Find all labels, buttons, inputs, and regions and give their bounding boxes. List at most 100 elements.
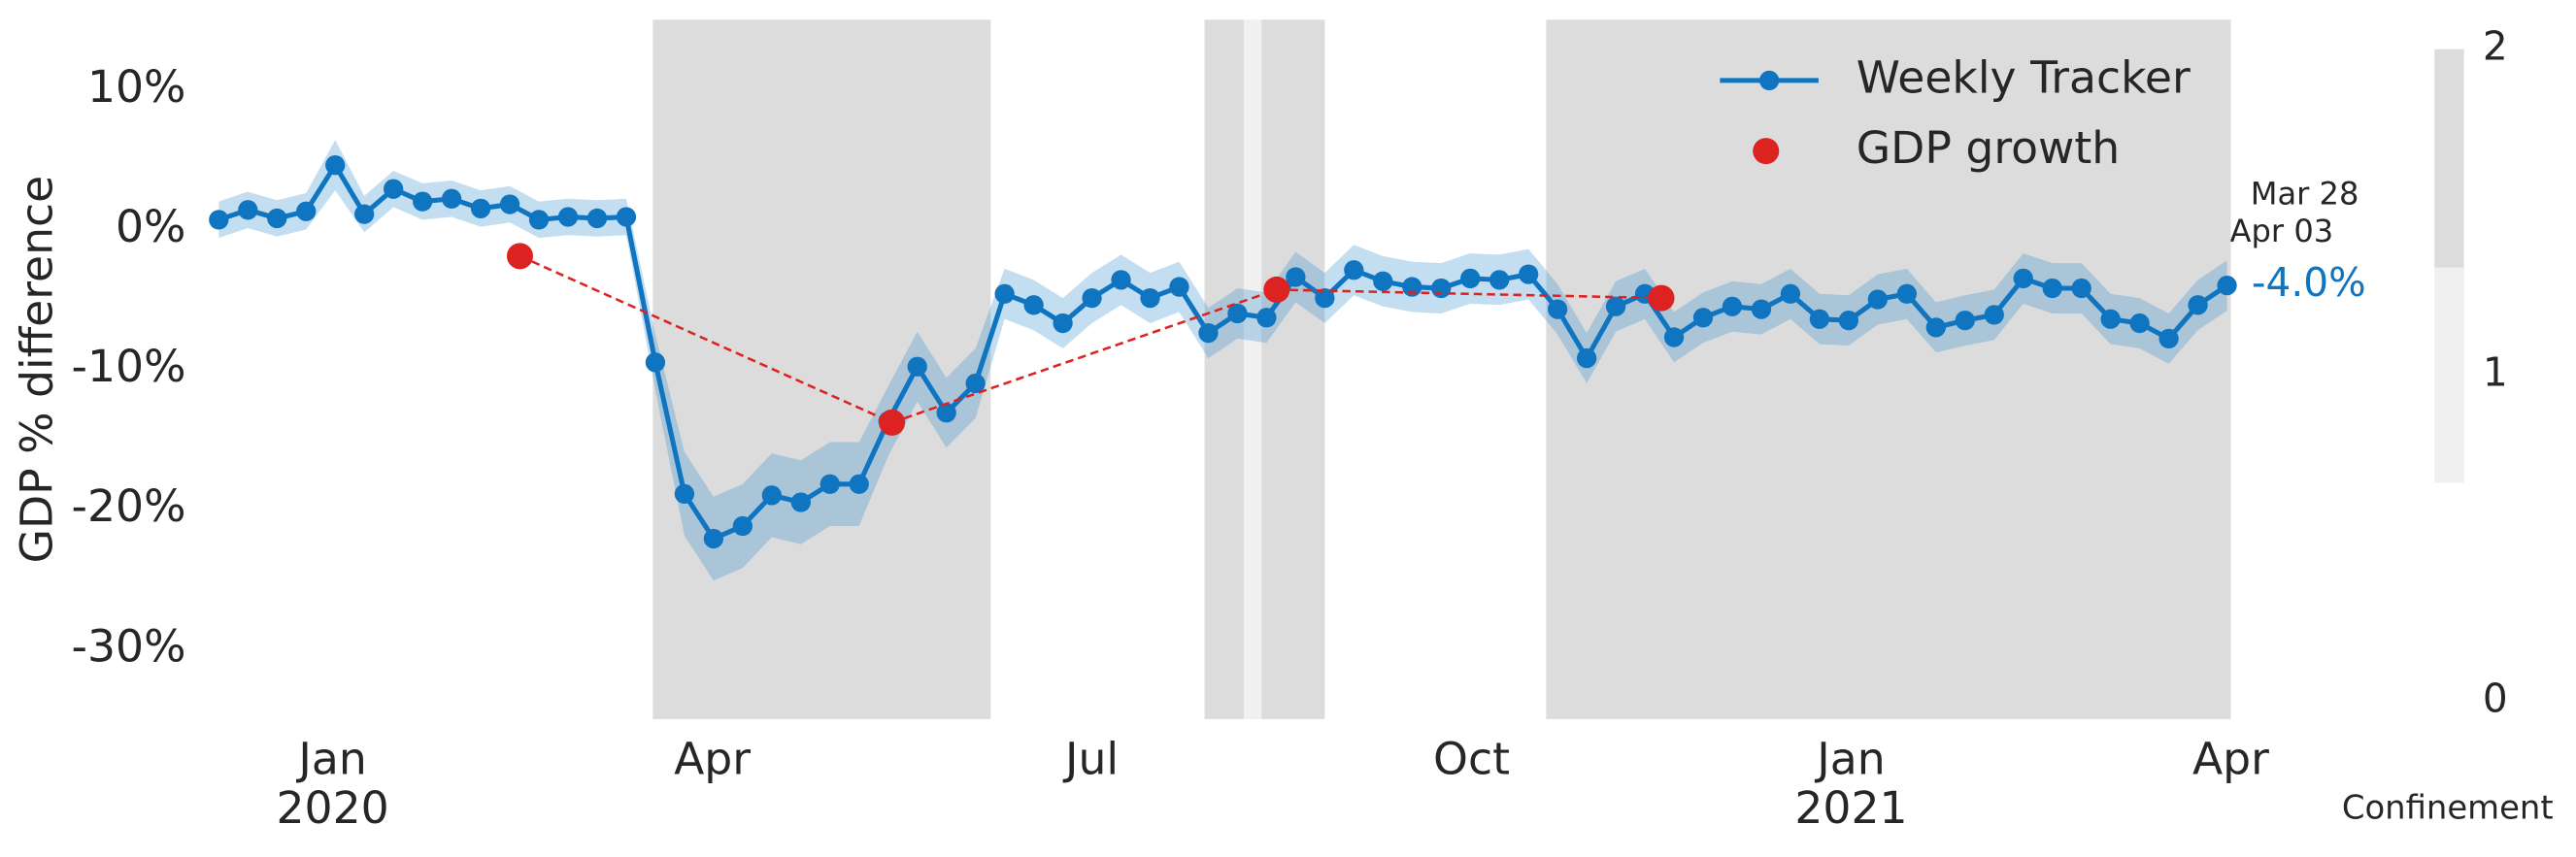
tracker-point: [2100, 309, 2121, 329]
annotation: Apr 03: [2230, 213, 2334, 249]
tracker-point: [1576, 347, 1597, 369]
legend-marker: [1758, 70, 1780, 91]
gdp-point: [506, 243, 534, 270]
tracker-point: [1082, 287, 1102, 309]
tracker-point: [1460, 268, 1481, 289]
tracker-point: [2042, 278, 2062, 299]
y-tick-label: 10%: [87, 61, 185, 113]
tracker-point: [1256, 308, 1277, 328]
tracker-point: [1809, 309, 1830, 329]
tracker-point: [1955, 311, 1975, 331]
x-tick-label: Apr: [2192, 733, 2269, 784]
confinement-shading: [1261, 19, 1325, 719]
gdp-point: [1263, 276, 1290, 303]
x-tick-label: Jul: [1062, 733, 1119, 784]
tracker-point: [965, 373, 986, 394]
colorbar-segment: [2434, 49, 2464, 268]
tracker-point: [1489, 270, 1510, 290]
tracker-point: [296, 201, 317, 221]
tracker-point: [1053, 313, 1073, 334]
colorbar-tick-label: 1: [2483, 349, 2508, 396]
tracker-point: [1547, 299, 1568, 319]
tracker-point: [441, 188, 462, 209]
gdp-point: [1648, 284, 1675, 312]
tracker-point: [820, 474, 840, 494]
tracker-point: [1169, 277, 1189, 297]
confinement-shading: [1546, 19, 2231, 719]
tracker-point: [1519, 264, 1539, 284]
tracker-point: [470, 198, 491, 219]
colorbar-tick-label: 2: [2483, 23, 2508, 70]
y-tick-label: 0%: [116, 201, 185, 252]
x-tick-year: 2021: [1794, 782, 1907, 834]
tracker-point: [586, 208, 608, 229]
tracker-point: [790, 492, 811, 512]
tracker-point: [1344, 260, 1364, 280]
x-tick-label: Jan: [1814, 733, 1885, 784]
tracker-point: [1692, 308, 1714, 328]
tracker-point: [325, 155, 346, 176]
tracker-point: [412, 191, 433, 212]
tracker-point: [267, 208, 287, 229]
tracker-point: [1373, 271, 1393, 291]
legend-label: Weekly Tracker: [1857, 51, 2191, 103]
tracker-point: [1984, 305, 2004, 325]
tracker-point: [238, 200, 258, 220]
y-tick-label: -20%: [72, 480, 186, 532]
tracker-point: [1227, 303, 1248, 324]
tracker-point: [2188, 295, 2208, 315]
tracker-point: [1315, 287, 1335, 309]
gdp-point: [879, 409, 906, 436]
gdp-line: [519, 254, 1662, 424]
tracker-point: [1925, 317, 1946, 338]
tracker-point: [384, 179, 404, 199]
tracker-point: [528, 210, 550, 230]
tracker-point: [209, 210, 229, 230]
tracker-point: [499, 194, 520, 214]
tracker-point: [936, 403, 956, 423]
legend-label: GDP growth: [1857, 122, 2120, 174]
tracker-point: [907, 356, 927, 377]
legend-marker: [1753, 138, 1780, 165]
tracker-point: [1838, 311, 1859, 331]
tracker-point: [1140, 287, 1160, 309]
y-tick-label: -10%: [72, 341, 186, 392]
tracker-point: [2013, 268, 2033, 289]
confidence-band: [218, 140, 2227, 581]
confinement-shading: [652, 19, 991, 719]
tracker-point: [2217, 275, 2237, 296]
tracker-point: [2158, 328, 2179, 349]
tracker-point: [1111, 270, 1131, 290]
tracker-point: [1896, 283, 1917, 304]
tracker-line: [217, 160, 2228, 543]
colorbar-label: Confinement: [2342, 788, 2554, 826]
tracker-point: [616, 207, 637, 227]
confinement-shading: [1204, 19, 1244, 719]
y-axis-label: GDP % difference: [11, 176, 62, 564]
annotation: Mar 28: [2251, 175, 2359, 212]
colorbar-segment: [2434, 267, 2464, 483]
tracker-point: [703, 528, 724, 549]
tracker-point: [1867, 289, 1889, 310]
tracker-point: [1780, 283, 1801, 304]
tracker-point: [645, 352, 666, 373]
x-tick-label: Oct: [1433, 733, 1510, 784]
tracker-point: [354, 204, 375, 224]
x-tick-year: 2020: [277, 782, 389, 834]
tracker-point: [1431, 278, 1452, 299]
tracker-point: [1286, 267, 1306, 287]
tracker-point: [849, 474, 869, 494]
tracker-point: [761, 485, 782, 506]
value-label: -4.0%: [2252, 259, 2366, 306]
y-tick-label: -30%: [72, 620, 186, 672]
tracker-point: [994, 283, 1015, 304]
tracker-point: [1722, 296, 1743, 316]
tracker-point: [2071, 278, 2091, 299]
tracker-point: [1198, 322, 1219, 344]
tracker-point: [557, 207, 579, 227]
tracker-point: [1402, 277, 1422, 297]
confinement-shading: [1243, 19, 1262, 719]
x-tick-label: Apr: [674, 733, 751, 784]
